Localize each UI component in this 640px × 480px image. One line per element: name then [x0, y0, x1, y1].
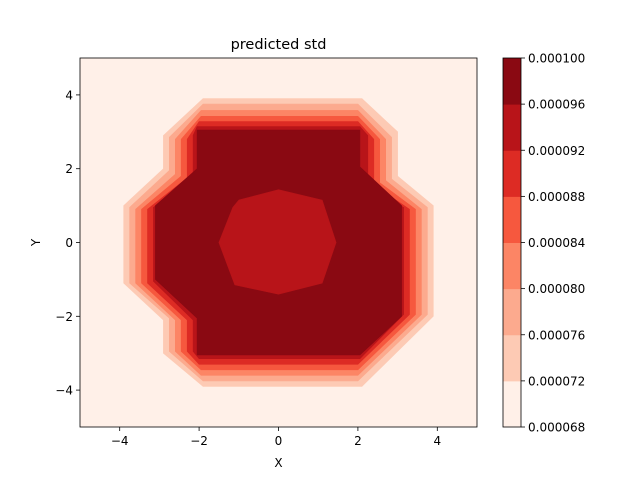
y-tick-label: −4	[55, 384, 73, 398]
x-tick-label: −4	[111, 434, 129, 448]
colorbar	[503, 58, 521, 428]
x-tick-label: −2	[190, 434, 208, 448]
y-tick-label: 4	[65, 88, 73, 102]
x-tick-label: 2	[354, 434, 362, 448]
colorbar-tick-label: 0.000084	[528, 236, 585, 250]
colorbar-band-2	[503, 288, 521, 336]
colorbar-tick-label: 0.000068	[528, 421, 585, 435]
colorbar-band-3	[503, 242, 521, 290]
colorbar-tick-label: 0.000072	[528, 374, 585, 388]
y-axis-label: Y	[29, 238, 43, 247]
x-tick-label: 0	[275, 434, 283, 448]
colorbar-tick-label: 0.000076	[528, 328, 585, 342]
colorbar-band-6	[503, 104, 521, 151]
colorbar-ticks: 0.000068 0.000072 0.000076 0.000080 0.000084…	[521, 52, 585, 435]
x-axis: −4 −2 0 2 4	[111, 427, 441, 448]
y-axis: −4 −2 0 2 4	[55, 88, 80, 398]
contour-region-8	[218, 189, 337, 295]
colorbar-tick-label: 0.000080	[528, 282, 585, 296]
colorbar-band-0	[503, 380, 521, 428]
colorbar-frame	[502, 57, 522, 428]
colorbar-band-7	[503, 58, 521, 105]
colorbar-tick-label: 0.000088	[528, 190, 585, 204]
colorbar-tick-label: 0.000100	[528, 52, 585, 66]
y-tick-label: 2	[65, 162, 73, 176]
colorbar-tick-label: 0.000096	[528, 98, 585, 112]
y-tick-label: 0	[65, 236, 73, 250]
chart-title: predicted std	[231, 37, 327, 53]
x-axis-label: X	[274, 456, 282, 470]
x-tick-label: 4	[433, 434, 441, 448]
y-tick-label: −2	[55, 310, 73, 324]
colorbar-band-4	[503, 196, 521, 243]
colorbar-band-5	[503, 150, 521, 197]
contour-regions	[80, 58, 477, 427]
colorbar-band-1	[503, 334, 521, 382]
colorbar-tick-label: 0.000092	[528, 144, 585, 158]
